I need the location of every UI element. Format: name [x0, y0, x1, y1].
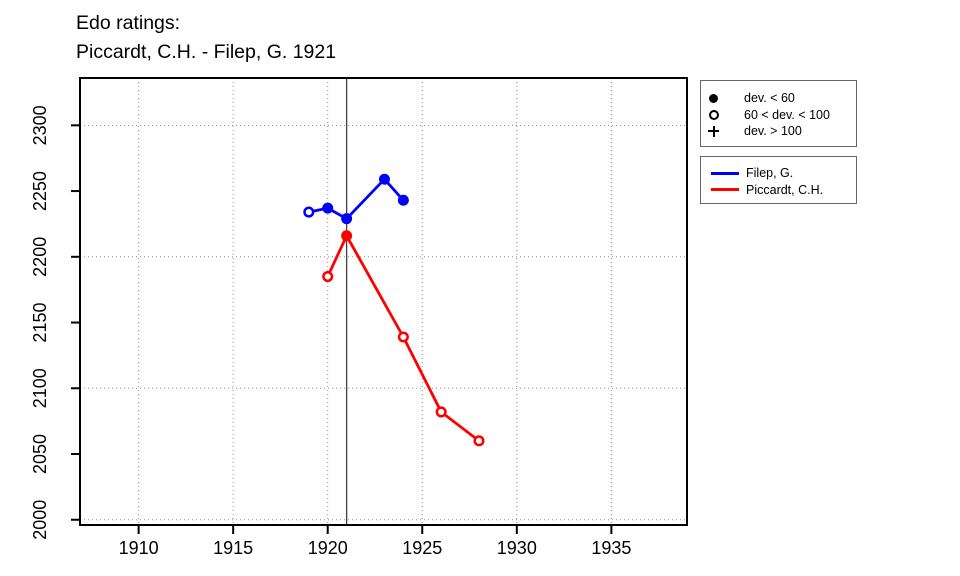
data-point-open — [435, 406, 447, 418]
y-tick-label-2100: 2100 — [30, 368, 50, 408]
y-tick-label-2150: 2150 — [30, 303, 50, 343]
data-point-open — [397, 331, 409, 343]
data-point-filled — [322, 202, 334, 214]
x-tick-label-1920: 1920 — [308, 538, 348, 558]
plot-border — [79, 77, 688, 526]
red-line-swatch — [711, 188, 739, 192]
title-line-2: Piccardt, C.H. - Filep, G. 1921 — [76, 41, 337, 63]
x-tick-label-1935: 1935 — [591, 538, 631, 558]
data-point-filled — [341, 230, 353, 242]
y-tick-label-2300: 2300 — [30, 105, 50, 145]
data-point-open — [303, 206, 315, 218]
legend-label: dev. > 100 — [744, 124, 802, 139]
data-point-filled — [378, 173, 390, 185]
x-tick-label-1930: 1930 — [497, 538, 537, 558]
legend-label: 60 < dev. < 100 — [744, 107, 830, 122]
y-tick-label-2250: 2250 — [30, 171, 50, 211]
legend-label: dev. < 60 — [744, 91, 795, 106]
data-point-open — [473, 435, 485, 447]
legend-series-name: Piccardt, C.H. — [746, 182, 824, 197]
data-point-filled — [397, 194, 409, 206]
title-line-1: Edo ratings: — [76, 12, 181, 34]
legend-row-piccardt: Piccardt, C.H. — [701, 182, 856, 199]
filled-circle-icon — [707, 92, 720, 105]
chart-title: Edo ratings: Piccardt, C.H. - Filep, G. … — [76, 9, 336, 67]
legend-row-dev-60-100: 60 < dev. < 100 — [701, 107, 856, 124]
open-circle-icon — [707, 108, 720, 121]
data-point-filled — [341, 213, 353, 225]
legend-row-dev-gt-100: dev. > 100 — [701, 123, 856, 140]
legend-series-name: Filep, G. — [746, 166, 794, 181]
legend-row-dev-lt-60: dev. < 60 — [701, 90, 856, 107]
y-tick-label-2200: 2200 — [30, 237, 50, 277]
y-tick-label-2050: 2050 — [30, 434, 50, 474]
data-point-open — [322, 270, 334, 283]
legend-deviation: dev. < 60 60 < dev. < 100 dev. > 100 — [700, 80, 857, 147]
legend-players: Filep, G. Piccardt, C.H. — [700, 156, 857, 204]
blue-line-swatch — [711, 171, 739, 175]
y-tick-label-2000: 2000 — [30, 500, 50, 540]
x-tick-label-1925: 1925 — [402, 538, 442, 558]
legend-row-filep: Filep, G. — [701, 165, 856, 182]
series-line-0 — [307, 177, 405, 221]
x-tick-label-1910: 1910 — [119, 538, 159, 558]
x-tick-label-1915: 1915 — [213, 538, 253, 558]
plus-icon — [707, 125, 720, 138]
